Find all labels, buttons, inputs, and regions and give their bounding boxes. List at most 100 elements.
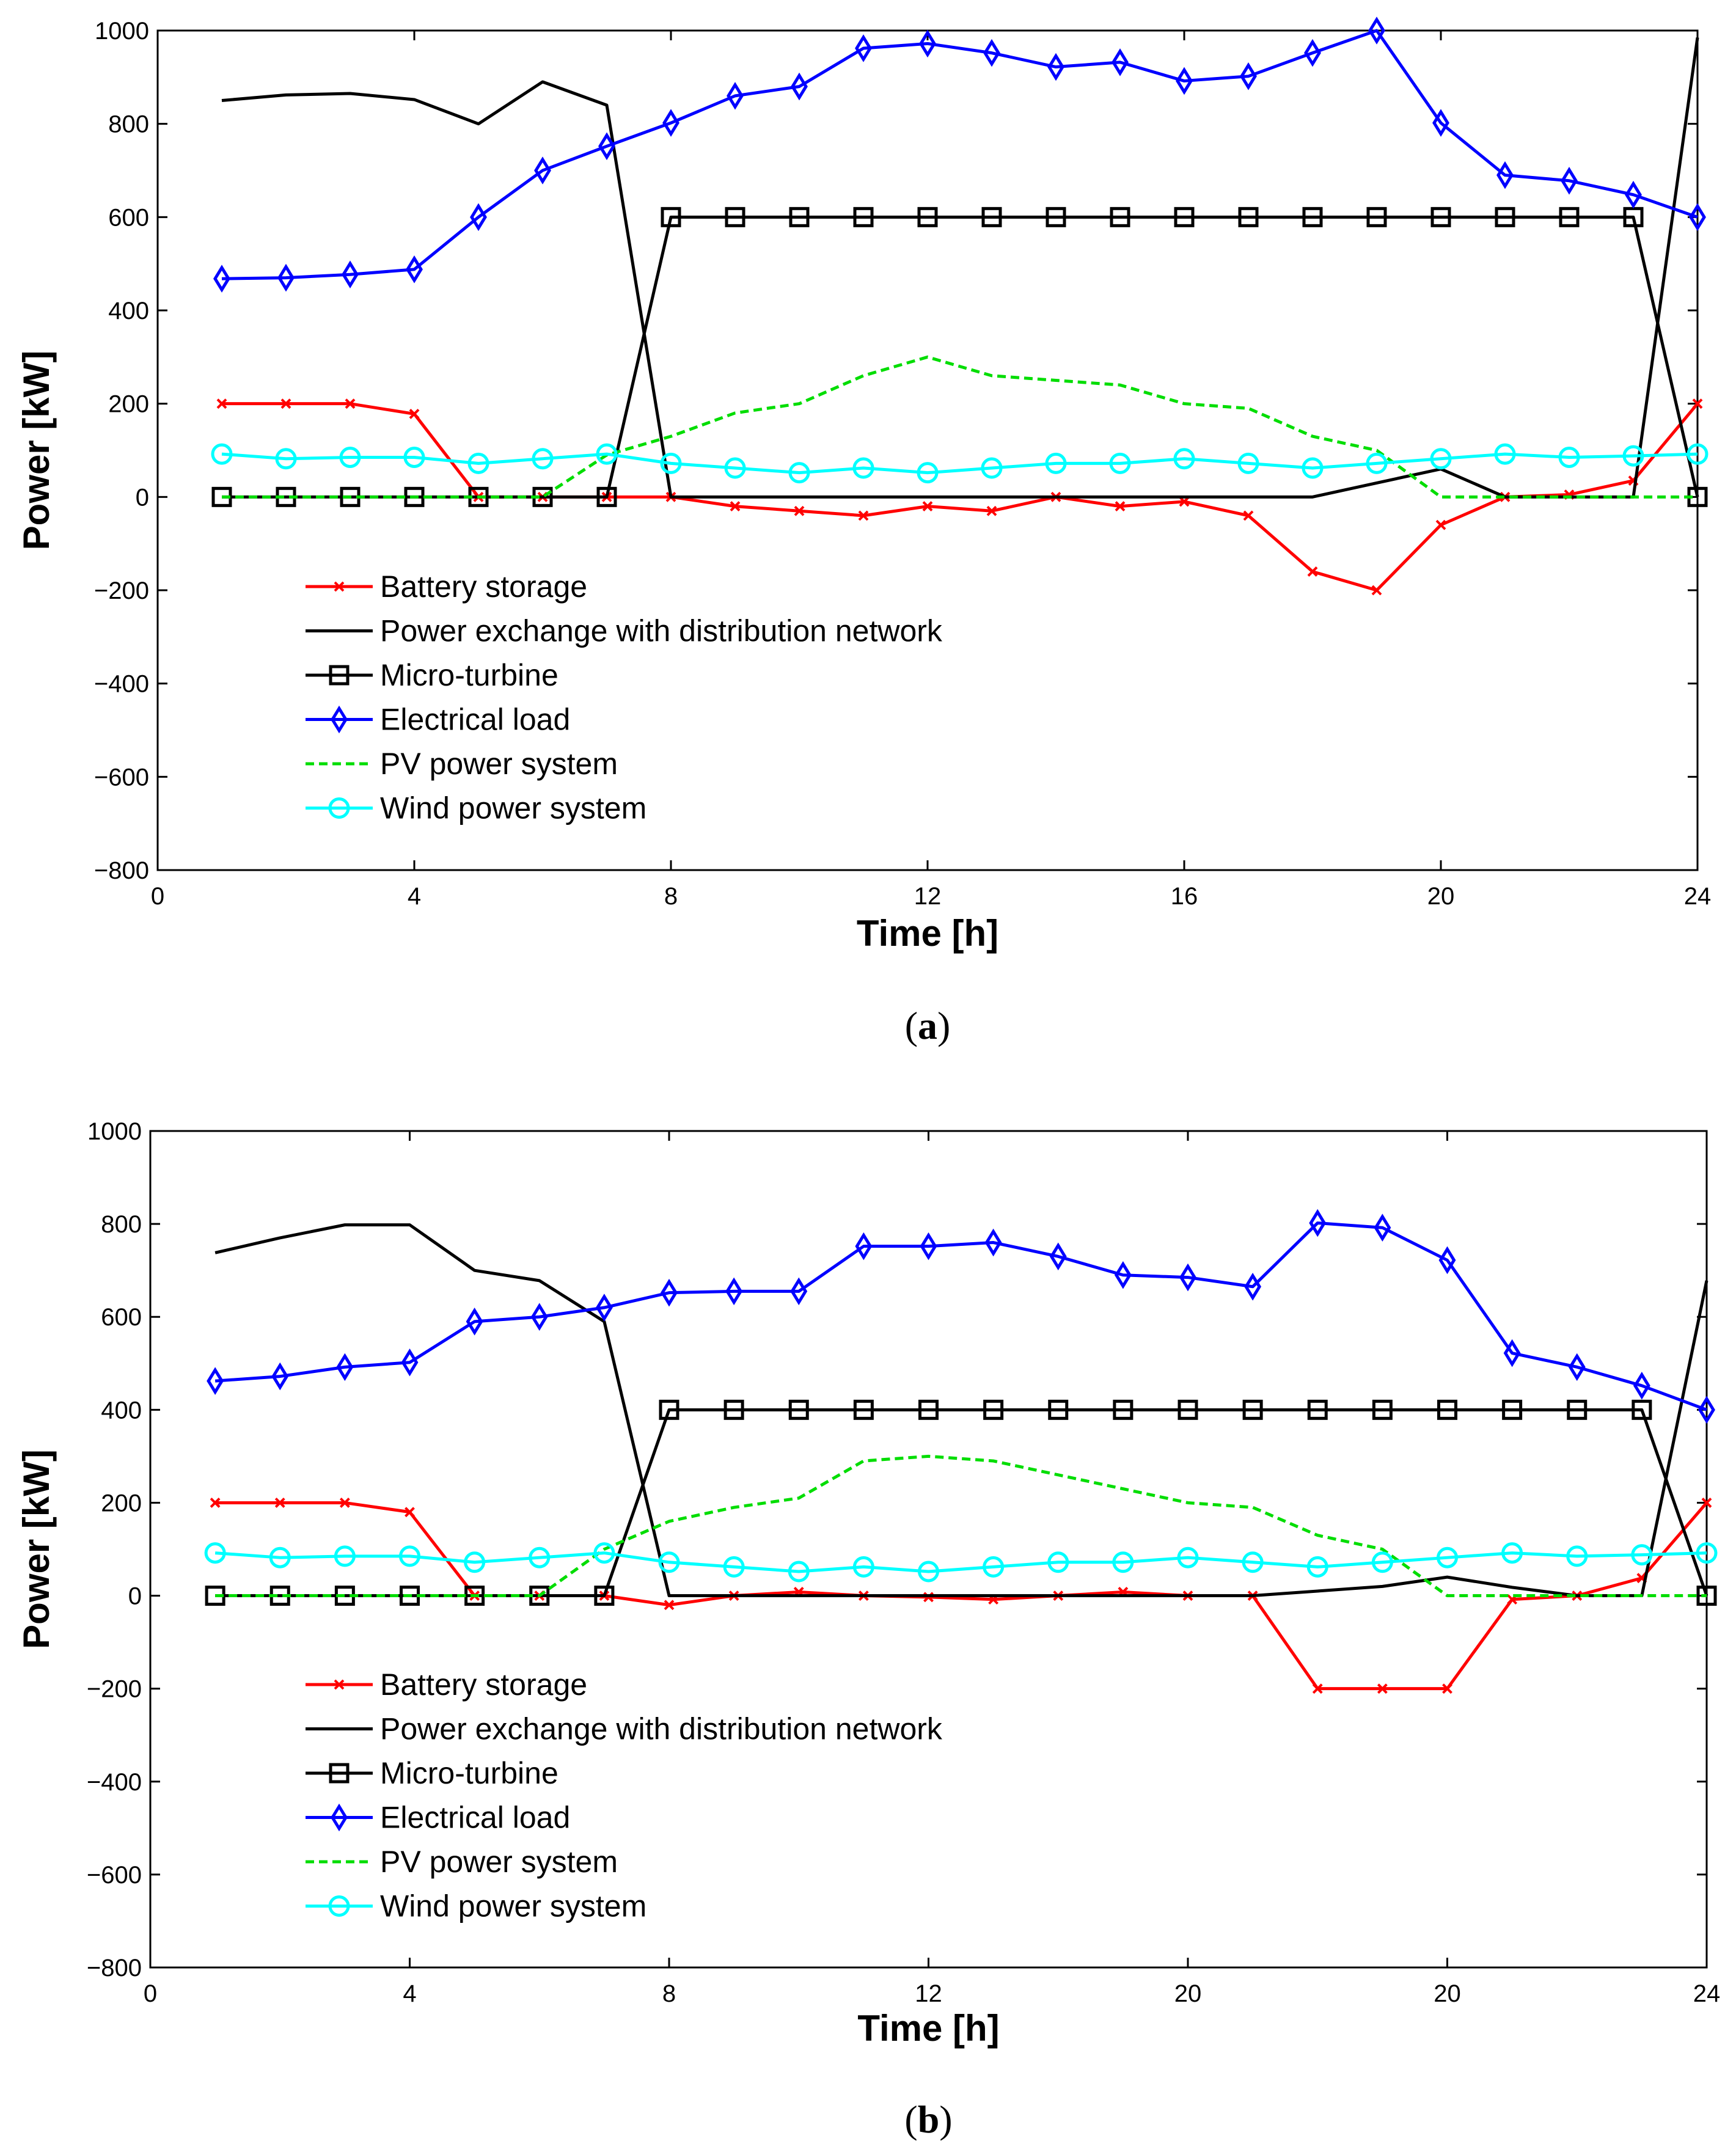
y-tick-label: 400 (101, 1397, 142, 1424)
series-point-marker (467, 452, 489, 474)
series-point-marker (1377, 1683, 1388, 1694)
series-point-marker (598, 132, 615, 161)
series-line (221, 37, 1699, 499)
series-point-marker (1366, 207, 1387, 227)
series-point-marker (918, 1561, 939, 1583)
legend: Battery storage Power exchange with distr… (306, 1667, 943, 1923)
series-point-marker (404, 486, 425, 507)
series-point-marker (984, 1228, 1002, 1257)
series-point-marker (986, 505, 997, 516)
series-point-marker (1371, 585, 1382, 596)
legend-label: Wind power system (380, 791, 646, 825)
y-tick-label: 0 (136, 484, 149, 511)
series-point-marker (275, 448, 297, 470)
series-point-marker (1495, 207, 1515, 227)
series-point-marker (1632, 1399, 1652, 1420)
series-point-marker (1430, 207, 1451, 227)
legend-marker (331, 705, 348, 734)
legend-marker (331, 1803, 348, 1832)
y-tick-label: −200 (87, 1676, 142, 1703)
series-power-exchange-with-distribution-network (214, 1223, 1709, 1598)
series-point-marker (1244, 1272, 1262, 1301)
series-point-marker (594, 1586, 615, 1606)
series-point-marker (1366, 452, 1388, 474)
series-point-marker (1696, 1586, 1717, 1606)
y-tick-label: 600 (108, 204, 149, 231)
series-line (214, 1223, 1709, 1598)
series-point-marker (918, 1399, 939, 1420)
series-point-marker (1047, 1551, 1069, 1573)
series-point-marker (1633, 1371, 1650, 1400)
series-point-marker (204, 1542, 226, 1564)
series-point-marker (403, 446, 425, 468)
series-point-marker (532, 448, 554, 470)
series-point-marker (334, 1545, 356, 1567)
series-point-marker (1371, 1551, 1393, 1573)
figure-caption: (a) (905, 1004, 951, 1047)
caption-letter: a (918, 1004, 937, 1047)
series-point-marker (983, 38, 1000, 67)
legend-marker (328, 1895, 350, 1917)
series-point-marker (1045, 452, 1067, 474)
series-point-marker (466, 1308, 483, 1336)
series-point-marker (658, 1551, 680, 1573)
series-point-marker (1442, 1683, 1452, 1694)
series-point-marker (660, 452, 682, 474)
series-point-marker (464, 1551, 486, 1573)
series-point-marker (1496, 161, 1514, 189)
y-tick-label: 600 (101, 1304, 142, 1331)
series-point-marker (216, 398, 227, 409)
series-point-marker (409, 409, 420, 419)
series-point-marker (1696, 1542, 1718, 1564)
series-point-marker (1110, 207, 1130, 227)
series-point-marker (661, 207, 681, 227)
y-tick-label: 1000 (95, 18, 149, 45)
series-point-marker (662, 109, 679, 137)
caption-close: ) (939, 2098, 952, 2141)
series-point-marker (725, 207, 745, 227)
series-point-marker (1622, 445, 1644, 467)
series-point-marker (723, 1556, 745, 1578)
series-point-marker (336, 1353, 354, 1382)
series-point-marker (1048, 1399, 1069, 1420)
legend-label: Battery storage (380, 1667, 587, 1702)
series-point-marker (207, 1367, 224, 1395)
series-point-marker (339, 446, 361, 468)
y-axis-label: Power [kW] (16, 1449, 57, 1649)
series-battery-storage (210, 1498, 1712, 1694)
series-point-marker (345, 398, 356, 409)
series-point-marker (1307, 1399, 1328, 1420)
series-point-marker (1437, 1546, 1458, 1568)
series-point-marker (1494, 443, 1516, 465)
chart-a: 0 4 8 12 16 20 24 −800 −600 −400 −200 0 200 400 600 800… (16, 16, 1711, 1047)
series-point-marker (1430, 448, 1452, 470)
series-point-marker (1625, 180, 1642, 209)
series-point-marker (1307, 566, 1318, 577)
series-point-marker (1243, 510, 1254, 521)
series-point-marker (659, 1399, 679, 1420)
series-point-marker (1114, 1261, 1132, 1289)
series-point-marker (534, 156, 551, 185)
series-line (222, 355, 1698, 499)
series-line (222, 402, 1699, 592)
caption-open: ( (905, 1004, 918, 1047)
series-point-marker (1302, 207, 1323, 227)
series-point-marker (1374, 1213, 1391, 1242)
series-point-marker (983, 1556, 1005, 1578)
x-tick-label: 12 (915, 1980, 942, 2007)
series-point-marker (1109, 452, 1131, 474)
series-point-marker (1046, 207, 1066, 227)
x-tick-label: 20 (1174, 1980, 1202, 2007)
series-line (215, 1501, 1708, 1691)
series-point-marker (788, 1561, 810, 1583)
series-point-marker (1242, 1399, 1263, 1420)
series-point-marker (1501, 1542, 1523, 1564)
series-point-marker (853, 1399, 874, 1420)
series-point-marker (790, 1277, 808, 1306)
series-point-marker (855, 1232, 873, 1261)
series-point-marker (1115, 501, 1126, 512)
series-point-marker (852, 1556, 874, 1578)
series-point-marker (852, 457, 874, 479)
legend-marker (328, 797, 350, 819)
x-tick-label: 4 (408, 883, 421, 910)
